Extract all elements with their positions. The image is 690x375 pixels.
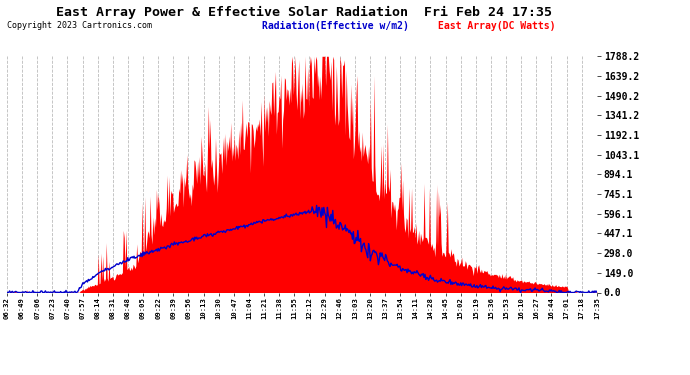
Text: Copyright 2023 Cartronics.com: Copyright 2023 Cartronics.com	[7, 21, 152, 30]
Text: Radiation(Effective w/m2): Radiation(Effective w/m2)	[262, 21, 409, 31]
Text: East Array Power & Effective Solar Radiation  Fri Feb 24 17:35: East Array Power & Effective Solar Radia…	[56, 6, 551, 19]
Text: East Array(DC Watts): East Array(DC Watts)	[438, 21, 555, 31]
